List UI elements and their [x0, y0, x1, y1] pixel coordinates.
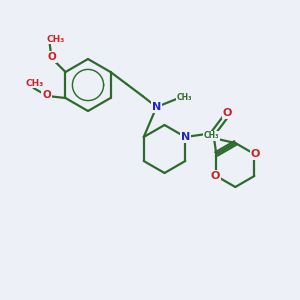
Text: CH₃: CH₃ [177, 94, 192, 103]
Text: O: O [223, 108, 232, 118]
Text: O: O [42, 90, 51, 100]
Text: N: N [152, 102, 161, 112]
Text: N: N [181, 132, 190, 142]
Text: O: O [211, 171, 220, 181]
Text: CH₃: CH₃ [46, 34, 64, 43]
Text: CH₃: CH₃ [204, 131, 219, 140]
Text: O: O [47, 52, 56, 62]
Text: O: O [251, 149, 260, 159]
Text: CH₃: CH₃ [26, 79, 44, 88]
